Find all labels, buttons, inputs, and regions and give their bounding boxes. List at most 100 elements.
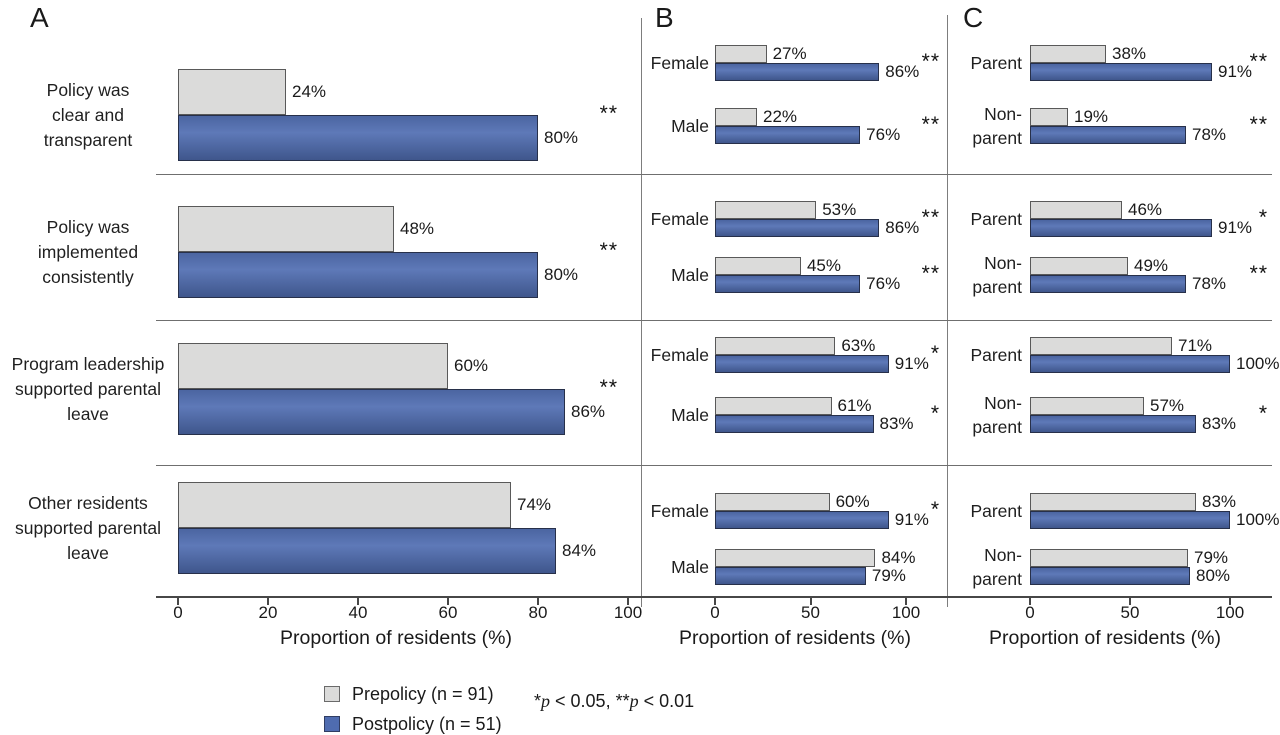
- bar-postpolicy: [1030, 567, 1190, 585]
- x-axis-tick-label: 60: [438, 603, 458, 622]
- panel-divider-a-b: [641, 18, 642, 607]
- row-label-line: Male: [671, 265, 709, 285]
- row-label: Parent: [902, 343, 1022, 367]
- prepolicy-value-label: 24%: [292, 82, 327, 101]
- note-star-2: **: [615, 691, 630, 711]
- significance-marker: **: [1249, 50, 1268, 73]
- x-axis-tick: [1229, 598, 1231, 605]
- significance-marker: **: [921, 50, 940, 73]
- x-axis-tick: [905, 598, 907, 605]
- bar-prepolicy: [715, 201, 817, 219]
- prepolicy-value-label: 63%: [841, 336, 876, 355]
- group-separator: [947, 174, 1272, 175]
- row-label-line: Male: [671, 405, 709, 425]
- significance-marker: *: [930, 402, 940, 425]
- row-label-line: Parent: [970, 501, 1022, 521]
- panel-letter-b: B: [655, 2, 674, 33]
- postpolicy-value-label: 79%: [871, 566, 906, 585]
- row-label: Parent: [902, 51, 1022, 75]
- category-label-line: implemented: [37, 241, 139, 262]
- x-axis-tick: [267, 598, 269, 605]
- prepolicy-value-label: 48%: [400, 219, 435, 238]
- bar-prepolicy: [715, 257, 801, 275]
- row-label-line: Female: [650, 345, 709, 365]
- significance-marker: **: [1249, 262, 1268, 285]
- row-label: Male: [589, 555, 709, 579]
- bar-prepolicy: [178, 482, 511, 528]
- group-separator: [947, 320, 1272, 321]
- x-axis-tick: [809, 598, 812, 605]
- x-axis-tick: [1129, 598, 1131, 605]
- group-separator: [156, 465, 641, 466]
- legend-label-prepolicy: Prepolicy (n = 91): [352, 684, 494, 704]
- x-axis-tick-label: 0: [1025, 603, 1035, 622]
- bar-postpolicy: [178, 115, 538, 161]
- bar-postpolicy: [1030, 355, 1230, 373]
- panel-letter-a: A: [30, 2, 49, 33]
- bar-postpolicy: [178, 528, 556, 574]
- row-label-line: Parent: [970, 345, 1022, 365]
- row-label: Non-parent: [902, 251, 1022, 299]
- row-label: Non-parent: [902, 102, 1022, 150]
- row-label-line: Non-: [984, 393, 1022, 413]
- row-label-line: Non-: [984, 545, 1022, 565]
- category-label-line: Other residents: [28, 492, 148, 513]
- prepolicy-value-label: 22%: [763, 107, 798, 126]
- x-axis-tick-label: 50: [801, 603, 820, 622]
- bar-prepolicy: [1030, 108, 1068, 126]
- x-axis-tick-label: 50: [1120, 603, 1140, 622]
- row-label-line: Female: [650, 501, 709, 521]
- row-label: Female: [589, 499, 709, 523]
- prepolicy-value-label: 83%: [1202, 492, 1237, 511]
- prepolicy-value-label: 60%: [835, 492, 870, 511]
- x-axis-tick-label: 100: [891, 603, 921, 622]
- postpolicy-value-label: 86%: [885, 218, 920, 237]
- bar-prepolicy: [1030, 549, 1188, 567]
- postpolicy-value-label: 76%: [866, 125, 901, 144]
- bar-postpolicy: [715, 126, 861, 144]
- bar-postpolicy: [178, 389, 565, 435]
- group-separator: [641, 465, 947, 466]
- x-axis-tick: [447, 598, 449, 605]
- row-label: Male: [589, 263, 709, 287]
- row-label-line: parent: [972, 277, 1022, 297]
- prepolicy-value-label: 71%: [1178, 336, 1213, 355]
- category-label: Other residents supported parental leave: [8, 491, 168, 566]
- category-label-line: Program leadership: [11, 353, 165, 374]
- note-p-2: p: [629, 691, 639, 711]
- note-star-1: *: [534, 691, 542, 711]
- bar-postpolicy: [178, 252, 538, 298]
- significance-marker: *: [930, 342, 940, 365]
- bar-postpolicy: [1030, 219, 1212, 237]
- postpolicy-value-label: 78%: [1192, 125, 1227, 144]
- postpolicy-value-label: 80%: [544, 128, 579, 147]
- significance-note: *p < 0.05, **p < 0.01: [534, 690, 694, 712]
- x-axis-tick-label: 40: [348, 603, 368, 622]
- note-threshold-1: < 0.05,: [550, 691, 616, 711]
- postpolicy-value-label: 91%: [894, 354, 929, 373]
- bar-postpolicy: [715, 355, 889, 373]
- category-label-line: leave: [67, 542, 109, 563]
- bar-prepolicy: [178, 343, 448, 389]
- significance-marker: **: [921, 113, 940, 136]
- category-label: Program leadership supported parental leav…: [8, 352, 168, 427]
- postpolicy-value-label: 83%: [1202, 414, 1237, 433]
- prepolicy-value-label: 57%: [1150, 396, 1185, 415]
- significance-marker: **: [599, 239, 618, 262]
- row-label-line: Male: [671, 116, 709, 136]
- bar-prepolicy: [1030, 493, 1196, 511]
- group-separator: [947, 465, 1272, 466]
- bar-prepolicy: [1030, 45, 1106, 63]
- significance-marker: **: [599, 376, 618, 399]
- note-threshold-2: < 0.01: [638, 691, 695, 711]
- postpolicy-value-label: 84%: [562, 541, 597, 560]
- x-axis-tick-label: 0: [710, 603, 720, 622]
- postpolicy-value-label: 86%: [571, 402, 606, 421]
- row-label-line: Parent: [970, 209, 1022, 229]
- significance-marker: **: [599, 102, 618, 125]
- x-axis-tick-label: 0: [173, 603, 183, 622]
- group-separator: [641, 320, 947, 321]
- bar-postpolicy: [1030, 415, 1196, 433]
- bar-postpolicy: [715, 63, 880, 81]
